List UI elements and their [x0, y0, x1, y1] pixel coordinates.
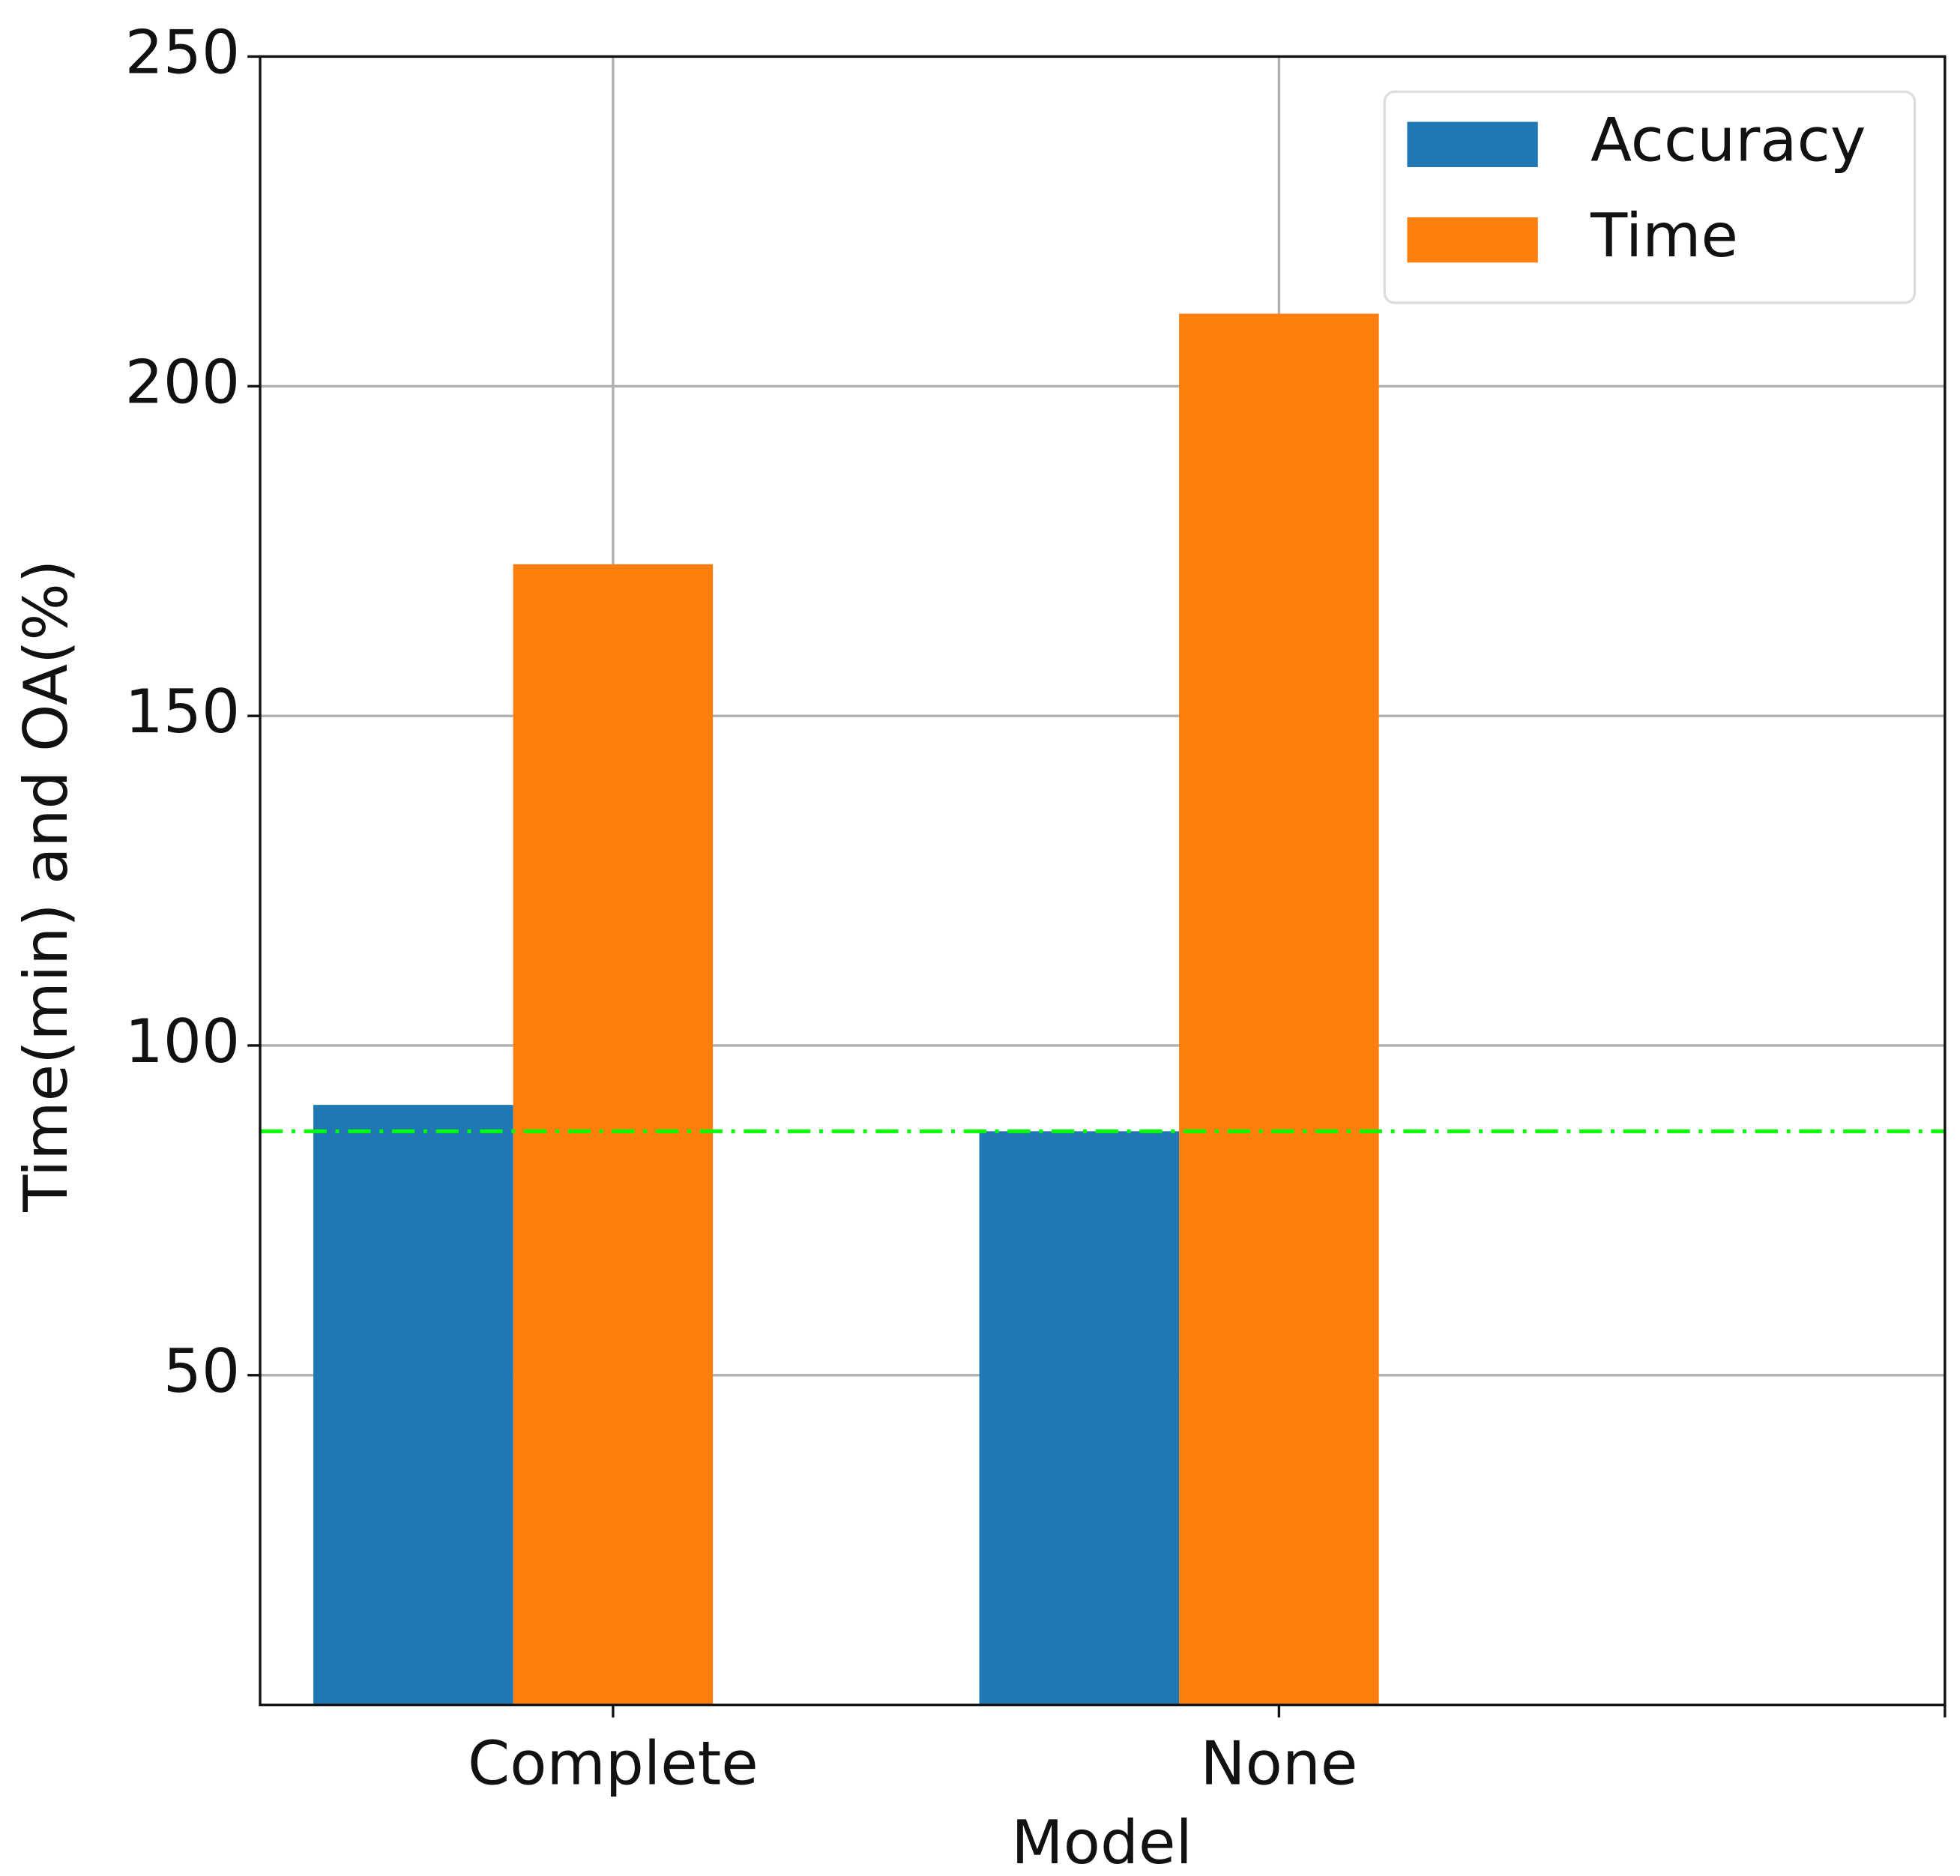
legend-label: Accuracy	[1590, 105, 1866, 175]
y-tick-label: 100	[125, 1006, 241, 1076]
y-tick-label: 50	[163, 1336, 240, 1406]
x-tick-label: None	[1200, 1728, 1357, 1798]
bar	[1179, 313, 1379, 1705]
legend-swatch	[1407, 217, 1538, 263]
plot-frame	[259, 55, 1947, 1707]
bar	[513, 564, 714, 1705]
y-tick-label: 200	[125, 346, 241, 417]
bars	[313, 313, 1379, 1705]
y-tick-label: 250	[125, 16, 241, 87]
legend-label: Time	[1590, 200, 1738, 271]
y-axis-label: Time(min) and OA(%)	[10, 560, 81, 1213]
bar	[979, 1131, 1180, 1705]
y-tick-label: 150	[125, 676, 241, 747]
x-tick-label: Complete	[468, 1728, 759, 1798]
legend-swatch	[1407, 121, 1538, 167]
bar	[313, 1105, 513, 1705]
x-axis-label: Model	[1011, 1807, 1192, 1876]
